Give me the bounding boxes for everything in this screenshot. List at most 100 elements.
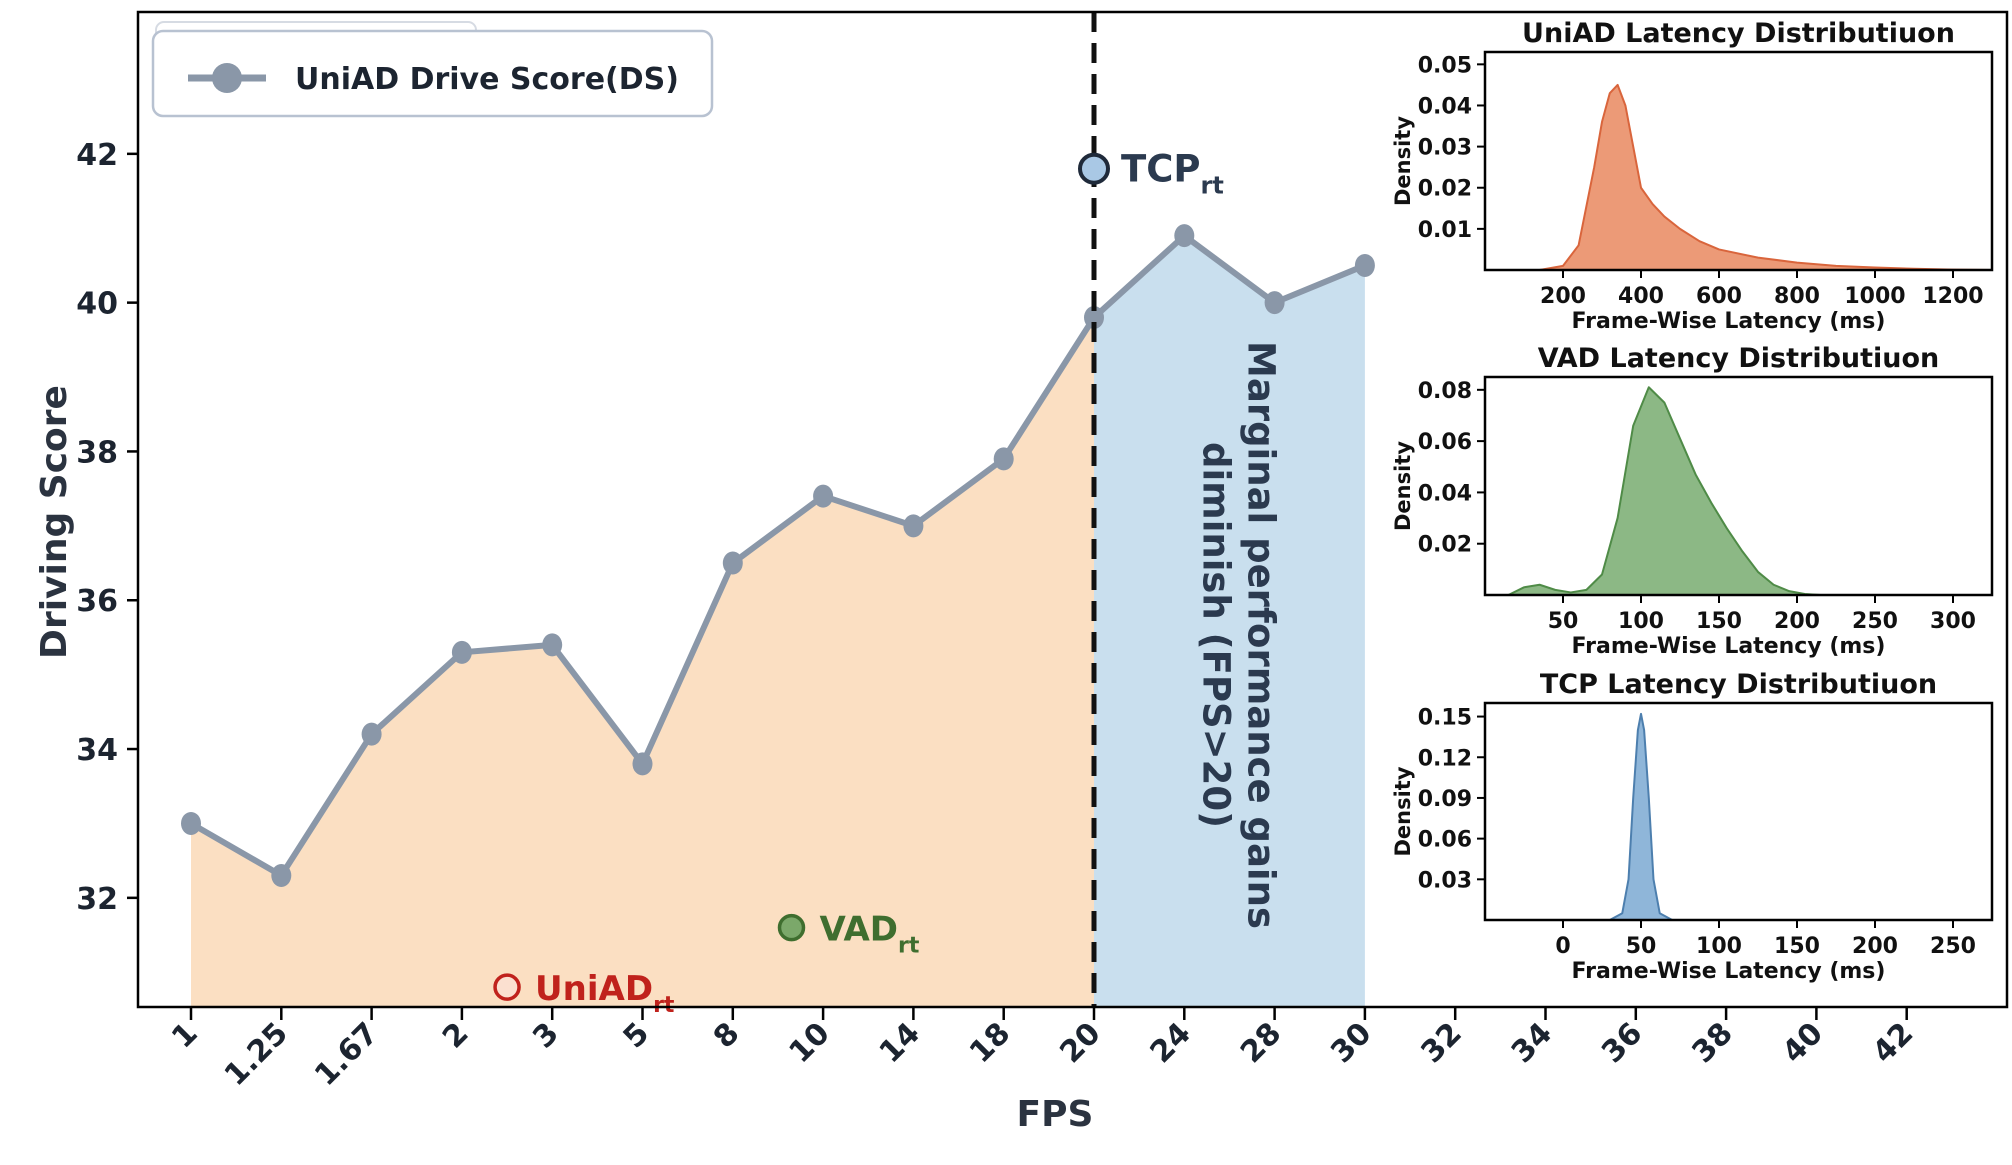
legend-box xyxy=(151,29,714,118)
inset-x-tick-label: 200 xyxy=(1540,284,1586,309)
x-tick-label: 14 xyxy=(873,1016,927,1070)
y-tick-label: 36 xyxy=(76,584,118,619)
inset-y-tick-label: 0.09 xyxy=(1418,787,1472,812)
x-tick-label: 2 xyxy=(436,1016,476,1056)
x-tick-label: 30 xyxy=(1324,1016,1378,1070)
series-points xyxy=(181,224,1375,888)
inset-y-tick-label: 0.04 xyxy=(1418,481,1472,506)
series-line-path xyxy=(189,232,1367,879)
data-point-13 xyxy=(1354,253,1375,277)
x-tick-label: 1 xyxy=(165,1016,205,1056)
x-tick-label: 18 xyxy=(963,1016,1017,1070)
data-point-8 xyxy=(903,514,924,538)
fill-region-1 xyxy=(1094,235,1365,1007)
data-point-3 xyxy=(451,640,472,664)
annotation-line-1: Marginal performance gains xyxy=(1239,341,1282,929)
y-tick-label: 38 xyxy=(76,435,118,470)
x-tick-label: 38 xyxy=(1685,1016,1739,1070)
inset-y-tick-label: 0.06 xyxy=(1418,828,1472,853)
y-tick-label: 40 xyxy=(76,287,118,322)
y-tick-label: 32 xyxy=(76,882,118,917)
inset-y-axis-label: Density xyxy=(1391,441,1415,531)
x-tick-label: 8 xyxy=(707,1016,747,1056)
inset-x-tick-label: 200 xyxy=(1852,934,1898,959)
x-tick-label: 34 xyxy=(1505,1016,1559,1070)
inset-frame xyxy=(1483,50,1994,272)
data-point-9 xyxy=(993,447,1014,471)
x-tick-label: 20 xyxy=(1053,1016,1107,1070)
inset-x-tick-label: 200 xyxy=(1774,609,1820,634)
inset-x-tick-label: 100 xyxy=(1618,609,1664,634)
x-tick-label: 5 xyxy=(617,1016,657,1056)
inset-y-tick-label: 0.06 xyxy=(1418,430,1472,455)
inset-x-tick-label: 1000 xyxy=(1844,284,1905,309)
data-point-7 xyxy=(813,484,834,508)
data-point-1 xyxy=(271,864,292,888)
x-axis-ticks: 1 1.25 1.67 2 3 5 8 10 14 18 20 24 28 30 32 34 36 38 40 42 xyxy=(165,1007,1920,1093)
legend-marker-swatch xyxy=(212,63,242,93)
fill-regions xyxy=(191,235,1365,1007)
inset-x-tick-label: 250 xyxy=(1852,609,1898,634)
x-tick-label: 1.67 xyxy=(308,1016,385,1093)
inset-title: VAD Latency Distributiuon xyxy=(1538,343,1940,374)
inset-y-tick-label: 0.05 xyxy=(1418,53,1472,78)
inset-x-tick-label: 1200 xyxy=(1922,284,1983,309)
marker-label-subscript: rt xyxy=(898,934,920,959)
inset-x-tick-label: 100 xyxy=(1696,934,1742,959)
y-axis-label: Driving Score xyxy=(34,385,75,659)
inset-tcp-latency: TCP Latency Distributiuon 0 50 100 150 200 250… xyxy=(1391,669,1994,984)
data-point-11 xyxy=(1174,224,1195,248)
marker-label-subscript: rt xyxy=(1201,172,1224,200)
inset-y-tick-label: 0.04 xyxy=(1418,94,1472,119)
inset-y-tick-label: 0.08 xyxy=(1418,379,1472,404)
density-area xyxy=(1507,386,1822,596)
data-point-6 xyxy=(722,551,743,575)
marker-label-subscript: rt xyxy=(653,993,675,1018)
data-point-5 xyxy=(632,752,653,776)
density-area xyxy=(1608,712,1674,921)
inset-title: UniAD Latency Distributiuon xyxy=(1522,18,1955,49)
x-tick-label: 40 xyxy=(1776,1016,1830,1070)
inset-x-tick-label: 150 xyxy=(1696,609,1742,634)
data-point-0 xyxy=(181,811,201,835)
inset-x-axis-label: Frame-Wise Latency (ms) xyxy=(1572,959,1886,984)
marker-uniad xyxy=(493,973,521,1001)
inset-x-axis-label: Frame-Wise Latency (ms) xyxy=(1572,634,1886,659)
inset-x-tick-label: 250 xyxy=(1930,934,1976,959)
inset-y-tick-label: 0.12 xyxy=(1418,746,1472,771)
inset-x-tick-label: 50 xyxy=(1626,934,1657,959)
x-tick-label: 3 xyxy=(526,1016,566,1056)
x-tick-label: 28 xyxy=(1234,1016,1288,1070)
inset-y-axis-label: Density xyxy=(1391,116,1415,206)
x-tick-label: 32 xyxy=(1415,1016,1469,1070)
y-tick-label: 34 xyxy=(76,733,118,768)
legend: UniAD Drive Score(DS) xyxy=(151,21,714,118)
inset-y-tick-label: 0.03 xyxy=(1418,136,1472,161)
legend-entry: UniAD Drive Score(DS) xyxy=(295,62,679,97)
x-axis-label: FPS xyxy=(1017,1094,1094,1135)
x-tick-label: 10 xyxy=(782,1016,836,1070)
inset-y-tick-label: 0.02 xyxy=(1418,177,1472,202)
inset-frame xyxy=(1483,375,1994,597)
inset-y-tick-label: 0.01 xyxy=(1418,218,1472,243)
inset-title: TCP Latency Distributiuon xyxy=(1540,669,1937,700)
series-line xyxy=(189,232,1367,879)
inset-y-tick-label: 0.03 xyxy=(1418,868,1472,893)
inset-y-tick-label: 0.02 xyxy=(1418,533,1472,558)
density-area xyxy=(1538,83,1993,271)
x-tick-label: 42 xyxy=(1866,1016,1920,1070)
inset-y-axis-label: Density xyxy=(1391,766,1415,856)
y-axis-ticks: 32 34 36 38 40 42 xyxy=(76,138,138,917)
data-point-2 xyxy=(361,722,382,746)
inset-x-tick-label: 0 xyxy=(1555,934,1570,959)
inset-frame xyxy=(1483,701,1994,922)
inset-x-tick-label: 150 xyxy=(1774,934,1820,959)
x-tick-label: 24 xyxy=(1144,1016,1198,1070)
inset-x-tick-label: 600 xyxy=(1696,284,1742,309)
fill-region-0 xyxy=(191,317,1094,1007)
marker-tcp xyxy=(1078,152,1110,185)
annotation-line-2: diminish (FPS>20) xyxy=(1194,442,1237,828)
data-point-12 xyxy=(1264,291,1285,315)
